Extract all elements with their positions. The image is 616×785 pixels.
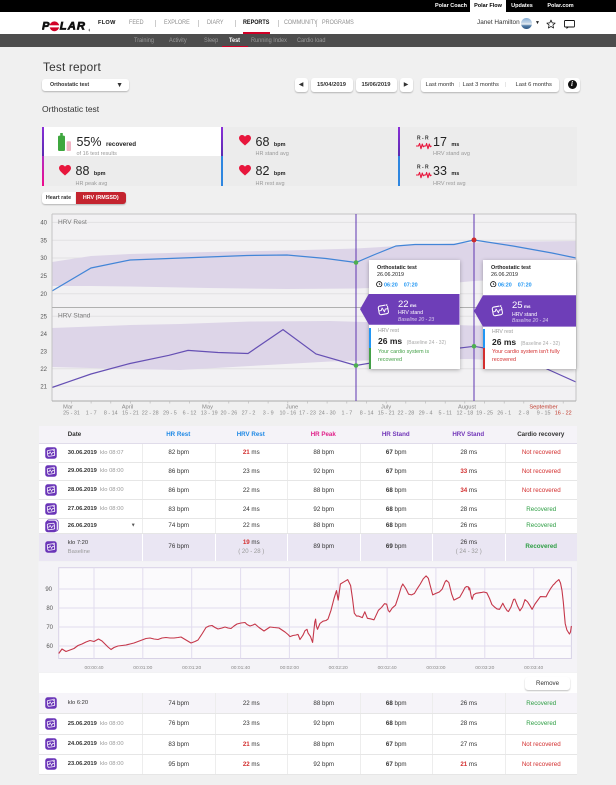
svg-text:00:01:40: 00:01:40	[231, 665, 250, 671]
svg-text:00:00:40: 00:00:40	[84, 665, 103, 671]
svg-text:9 - 15: 9 - 15	[537, 411, 551, 417]
svg-text:90: 90	[45, 587, 52, 593]
svg-text:22 - 28: 22 - 28	[142, 411, 159, 417]
svg-text:12 - 18: 12 - 18	[457, 411, 474, 417]
svg-text:25: 25	[40, 315, 47, 321]
svg-text:22: 22	[40, 367, 47, 373]
svg-text:00:01:20: 00:01:20	[182, 665, 201, 671]
svg-text:22 - 28: 22 - 28	[398, 411, 415, 417]
svg-text:8 - 14: 8 - 14	[360, 411, 374, 417]
svg-text:1 - 7: 1 - 7	[86, 411, 97, 417]
svg-text:2 - 8: 2 - 8	[519, 411, 530, 417]
svg-text:15 - 21: 15 - 21	[378, 411, 395, 417]
svg-text:24 - 30: 24 - 30	[319, 411, 336, 417]
svg-text:00:03:40: 00:03:40	[524, 665, 543, 671]
svg-text:15 - 21: 15 - 21	[122, 411, 139, 417]
svg-text:29 - 5: 29 - 5	[163, 411, 177, 417]
svg-text:24: 24	[40, 332, 47, 338]
svg-text:June: June	[286, 405, 299, 411]
svg-text:May: May	[202, 405, 213, 411]
svg-text:00:02:00: 00:02:00	[280, 665, 299, 671]
svg-text:00:03:20: 00:03:20	[475, 665, 494, 671]
svg-text:25 - 31: 25 - 31	[63, 411, 80, 417]
svg-text:LAR: LAR	[59, 20, 85, 31]
svg-text:10 - 16: 10 - 16	[280, 411, 297, 417]
svg-text:29 - 4: 29 - 4	[419, 411, 433, 417]
svg-text:September: September	[529, 405, 557, 411]
svg-text:27 - 2: 27 - 2	[242, 411, 256, 417]
svg-text:Mar: Mar	[63, 405, 73, 411]
svg-text:19 - 25: 19 - 25	[476, 411, 493, 417]
svg-text:August: August	[458, 405, 476, 411]
svg-text:8 - 14: 8 - 14	[104, 411, 118, 417]
svg-text:70: 70	[46, 625, 53, 631]
svg-text:1 - 7: 1 - 7	[342, 411, 353, 417]
svg-text:HRV Rest: HRV Rest	[58, 219, 87, 226]
svg-text:40: 40	[40, 221, 47, 227]
svg-text:17 - 23: 17 - 23	[299, 411, 316, 417]
svg-text:3 - 9: 3 - 9	[263, 411, 274, 417]
svg-text:00:02:20: 00:02:20	[329, 665, 348, 671]
svg-text:July: July	[381, 405, 391, 411]
svg-text:20: 20	[40, 292, 47, 298]
svg-text:R - R: R - R	[417, 165, 429, 171]
svg-text:00:02:40: 00:02:40	[378, 665, 397, 671]
svg-text:80: 80	[46, 606, 53, 612]
svg-text:35: 35	[40, 238, 47, 244]
svg-text:13 - 19: 13 - 19	[201, 411, 218, 417]
svg-text:23: 23	[40, 350, 47, 356]
svg-text:00:01:00: 00:01:00	[133, 665, 152, 671]
svg-text:April: April	[122, 405, 134, 411]
svg-text:R - R: R - R	[417, 135, 429, 141]
svg-text:P: P	[42, 20, 50, 31]
svg-text:30: 30	[40, 256, 47, 262]
svg-text:16 - 22: 16 - 22	[555, 411, 572, 417]
svg-text:5 - 11: 5 - 11	[439, 411, 452, 417]
svg-text:25: 25	[40, 274, 47, 280]
svg-text:20 - 26: 20 - 26	[221, 411, 238, 417]
svg-text:60: 60	[46, 644, 53, 650]
svg-text:6 - 12: 6 - 12	[183, 411, 197, 417]
svg-text:HRV Stand: HRV Stand	[58, 313, 91, 320]
svg-text:00:03:00: 00:03:00	[426, 665, 445, 671]
svg-text:26 - 1: 26 - 1	[497, 411, 511, 417]
svg-text:21: 21	[40, 385, 47, 391]
